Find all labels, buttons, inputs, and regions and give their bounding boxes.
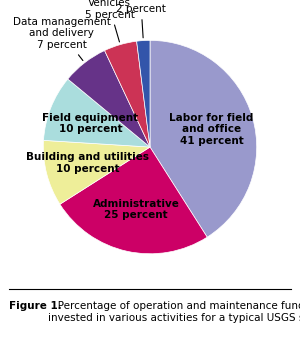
Wedge shape [44, 79, 150, 147]
Wedge shape [43, 140, 150, 204]
Wedge shape [68, 51, 150, 147]
Text: Figure 1.: Figure 1. [9, 301, 62, 311]
Text: Field equipment
10 percent: Field equipment 10 percent [42, 113, 139, 134]
Wedge shape [105, 41, 150, 147]
Wedge shape [150, 40, 257, 237]
Text: Data management
and delivery
7 percent: Data management and delivery 7 percent [13, 17, 111, 61]
Text: Percentage of operation and maintenance funding
invested in various activities f: Percentage of operation and maintenance … [48, 301, 300, 323]
Text: Administrative
25 percent: Administrative 25 percent [93, 199, 179, 220]
Wedge shape [60, 147, 207, 254]
Text: Building and utilities
10 percent: Building and utilities 10 percent [26, 152, 149, 174]
Text: Labor for field
and office
41 percent: Labor for field and office 41 percent [169, 113, 254, 146]
Text: Travel
2 percent: Travel 2 percent [116, 0, 166, 38]
Wedge shape [136, 40, 150, 147]
Text: Vehicles
5 percent: Vehicles 5 percent [85, 0, 135, 42]
